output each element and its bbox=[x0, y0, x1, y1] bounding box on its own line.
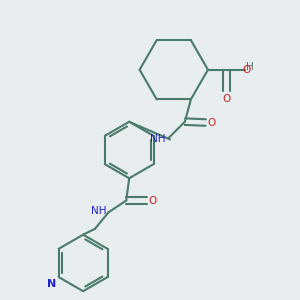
Text: N: N bbox=[47, 278, 56, 289]
Text: O: O bbox=[207, 118, 215, 128]
Text: NH: NH bbox=[150, 134, 166, 145]
Text: H: H bbox=[246, 62, 254, 72]
Text: NH: NH bbox=[92, 206, 107, 216]
Text: O: O bbox=[222, 94, 230, 103]
Text: O: O bbox=[242, 65, 250, 75]
Text: O: O bbox=[148, 196, 157, 206]
